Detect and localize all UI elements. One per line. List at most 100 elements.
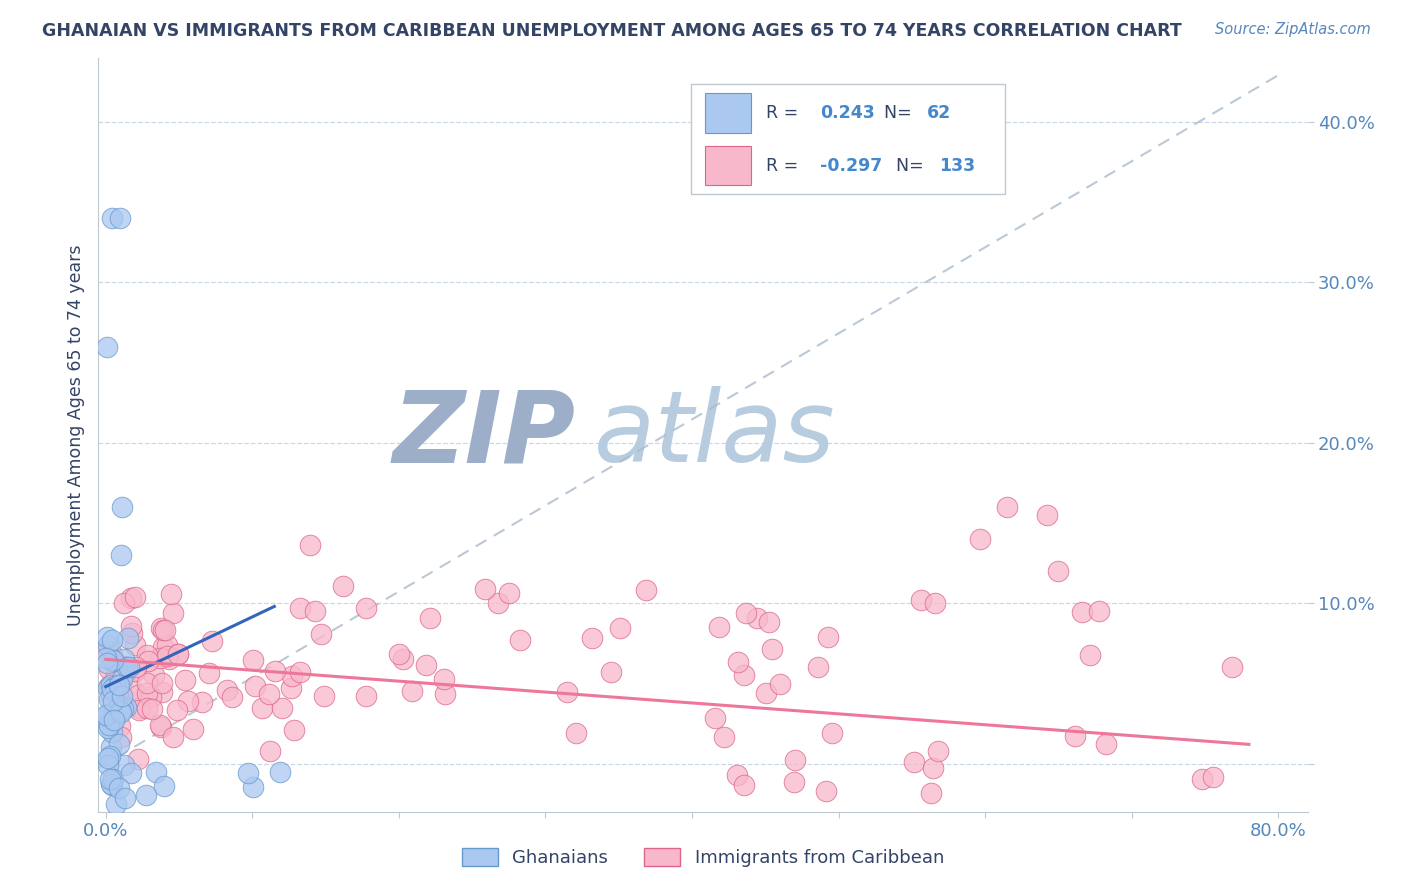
- Point: [149, 621, 172, 635]
- Point: [108, 780, 131, 795]
- Point: [486, 596, 509, 610]
- Point: [1191, 772, 1213, 787]
- Point: [111, 702, 134, 716]
- Text: Source: ZipAtlas.com: Source: ZipAtlas.com: [1215, 22, 1371, 37]
- Point: [111, 670, 134, 684]
- Point: [198, 666, 221, 681]
- Point: [108, 705, 131, 719]
- Point: [636, 583, 658, 598]
- Point: [136, 654, 159, 668]
- Point: [758, 615, 780, 630]
- Point: [105, 797, 128, 812]
- Point: [288, 601, 311, 615]
- Point: [271, 701, 294, 715]
- Point: [264, 664, 287, 678]
- Point: [111, 672, 134, 686]
- Point: [111, 500, 134, 514]
- Point: [245, 679, 267, 693]
- Point: [96, 646, 118, 660]
- Point: [821, 726, 844, 740]
- Point: [1078, 648, 1101, 662]
- Point: [124, 664, 146, 678]
- Point: [332, 579, 354, 593]
- Point: [995, 500, 1018, 514]
- Point: [110, 731, 132, 745]
- Point: [135, 789, 157, 803]
- FancyBboxPatch shape: [706, 94, 751, 133]
- Point: [1220, 660, 1243, 674]
- Point: [149, 718, 172, 732]
- Point: [101, 778, 124, 792]
- Point: [433, 687, 456, 701]
- Point: [581, 632, 603, 646]
- Point: [162, 606, 184, 620]
- Point: [100, 777, 122, 791]
- Text: GHANAIAN VS IMMIGRANTS FROM CARIBBEAN UNEMPLOYMENT AMONG AGES 65 TO 74 YEARS COR: GHANAIAN VS IMMIGRANTS FROM CARIBBEAN UN…: [42, 22, 1182, 40]
- Point: [969, 532, 991, 546]
- Point: [118, 660, 141, 674]
- Point: [117, 631, 139, 645]
- Point: [745, 611, 768, 625]
- Point: [124, 590, 146, 604]
- Point: [143, 668, 166, 682]
- Point: [727, 655, 749, 669]
- Point: [96, 651, 118, 665]
- Point: [100, 647, 122, 661]
- Point: [713, 730, 735, 744]
- Text: atlas: atlas: [595, 386, 835, 483]
- Point: [391, 652, 413, 666]
- Point: [156, 648, 179, 663]
- Point: [110, 211, 132, 226]
- Point: [311, 626, 333, 640]
- Point: [783, 774, 806, 789]
- Point: [733, 668, 755, 682]
- Text: 0.243: 0.243: [820, 104, 875, 122]
- Point: [104, 679, 127, 693]
- Point: [498, 586, 520, 600]
- Point: [190, 695, 212, 709]
- Point: [814, 784, 837, 798]
- Point: [707, 620, 730, 634]
- Point: [509, 632, 531, 647]
- Point: [299, 538, 322, 552]
- Point: [97, 638, 120, 652]
- Point: [783, 753, 806, 767]
- Point: [101, 654, 124, 668]
- Point: [903, 755, 925, 769]
- Point: [157, 652, 180, 666]
- Point: [135, 675, 157, 690]
- Point: [922, 761, 945, 775]
- Point: [111, 659, 134, 673]
- Point: [127, 688, 149, 702]
- Point: [152, 640, 174, 655]
- Point: [221, 690, 243, 705]
- Point: [250, 700, 273, 714]
- Point: [97, 681, 120, 695]
- Point: [100, 678, 122, 692]
- Point: [136, 686, 159, 700]
- Point: [98, 772, 121, 786]
- Text: R =: R =: [766, 104, 804, 122]
- Point: [280, 681, 302, 696]
- Point: [110, 705, 132, 719]
- Point: [97, 644, 120, 658]
- Point: [101, 724, 124, 739]
- Text: 133: 133: [939, 157, 974, 175]
- Text: N=: N=: [897, 157, 929, 175]
- Point: [111, 689, 134, 703]
- Point: [167, 647, 190, 661]
- Point: [107, 679, 129, 693]
- Point: [769, 677, 792, 691]
- Point: [201, 634, 224, 648]
- Point: [565, 726, 588, 740]
- Point: [125, 660, 148, 674]
- Point: [733, 778, 755, 792]
- Point: [120, 766, 142, 780]
- Text: -0.297: -0.297: [820, 157, 883, 175]
- Point: [112, 596, 135, 610]
- Point: [217, 683, 239, 698]
- Point: [150, 676, 173, 690]
- Point: [924, 596, 946, 610]
- Point: [283, 723, 305, 737]
- Point: [120, 681, 142, 696]
